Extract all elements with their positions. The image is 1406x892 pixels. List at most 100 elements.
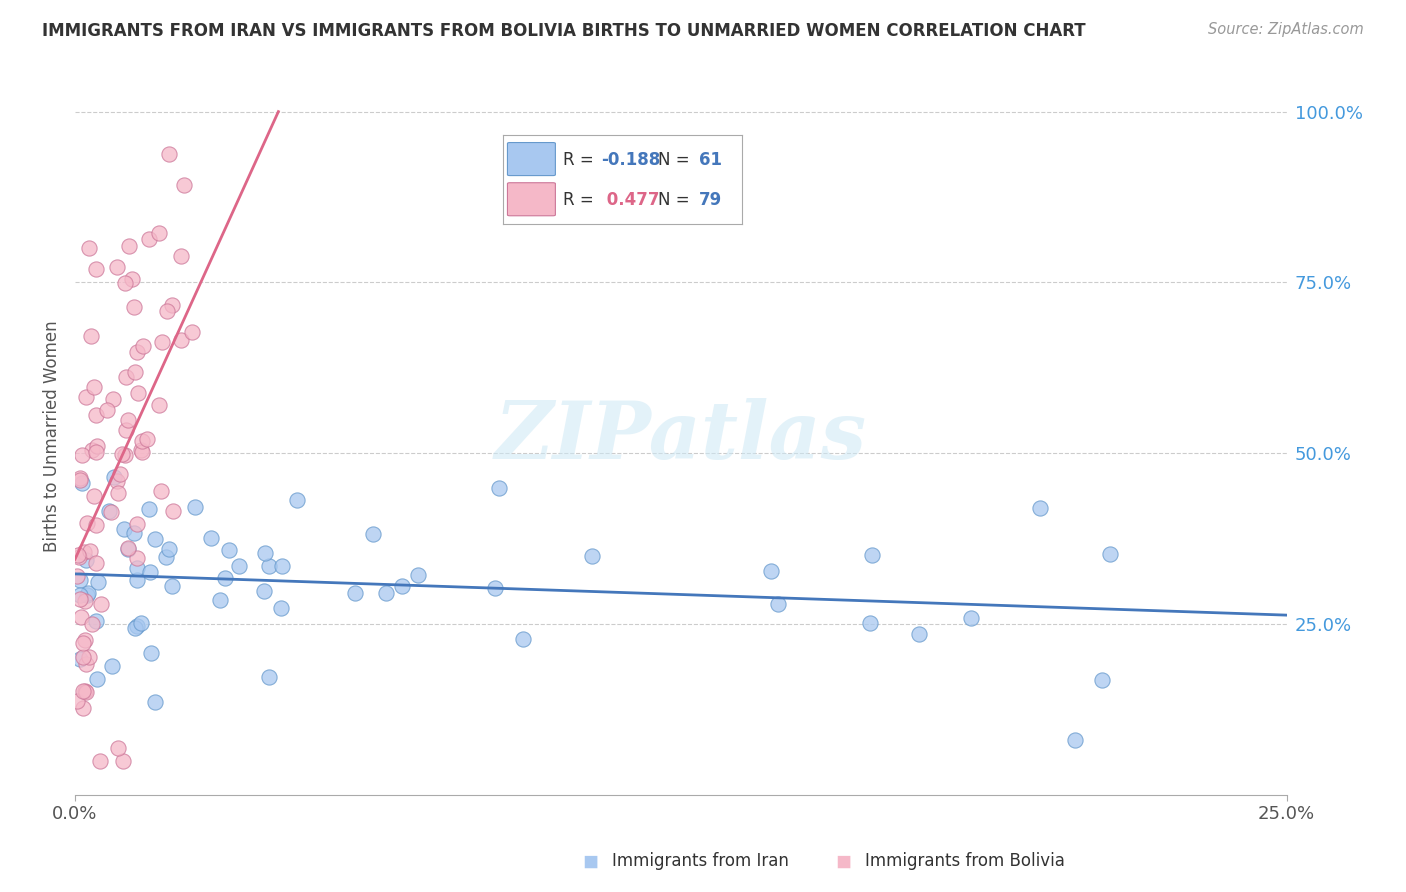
Point — [69, 473, 91, 487]
Point — [209, 593, 232, 607]
Point — [89, 754, 111, 768]
Point — [218, 543, 240, 558]
Point — [138, 232, 160, 246]
Point — [70, 448, 93, 462]
Point — [143, 695, 166, 709]
Point — [80, 442, 103, 457]
Point — [253, 584, 276, 599]
Point — [581, 549, 603, 563]
Text: Immigrants from Bolivia: Immigrants from Bolivia — [865, 852, 1064, 870]
Point — [907, 627, 929, 641]
Point — [132, 339, 155, 353]
Point — [117, 239, 139, 253]
Point — [160, 579, 183, 593]
Point — [259, 669, 281, 683]
Point — [131, 444, 153, 458]
Point — [86, 556, 108, 570]
Point — [66, 568, 89, 582]
Point — [759, 564, 782, 578]
Point — [125, 551, 148, 566]
Point — [150, 334, 173, 349]
Point — [97, 503, 120, 517]
Point — [114, 277, 136, 291]
Point — [170, 333, 193, 347]
Point — [157, 147, 180, 161]
Point — [82, 617, 104, 632]
Point — [162, 504, 184, 518]
Point — [69, 588, 91, 602]
Point — [257, 558, 280, 573]
Text: IMMIGRANTS FROM IRAN VS IMMIGRANTS FROM BOLIVIA BIRTHS TO UNMARRIED WOMEN CORREL: IMMIGRANTS FROM IRAN VS IMMIGRANTS FROM … — [42, 22, 1085, 40]
Point — [122, 525, 145, 540]
Point — [86, 672, 108, 686]
Point — [90, 597, 112, 611]
Text: 0.477: 0.477 — [600, 191, 659, 209]
Point — [115, 370, 138, 384]
Point — [75, 553, 97, 567]
Text: Immigrants from Iran: Immigrants from Iran — [612, 852, 789, 870]
Point — [125, 573, 148, 587]
Point — [79, 544, 101, 558]
Point — [86, 439, 108, 453]
Text: N =: N = — [658, 191, 696, 209]
Y-axis label: Births to Unmarried Women: Births to Unmarried Women — [44, 320, 60, 552]
Point — [214, 570, 236, 584]
Point — [67, 550, 90, 565]
Point — [139, 565, 162, 579]
Point — [1029, 500, 1052, 515]
Point — [375, 586, 398, 600]
Point — [73, 632, 96, 647]
Point — [69, 591, 91, 606]
Text: R =: R = — [562, 151, 599, 169]
Point — [83, 489, 105, 503]
Point — [73, 545, 96, 559]
Point — [75, 657, 97, 671]
Point — [107, 486, 129, 500]
Point — [1098, 547, 1121, 561]
Point — [270, 601, 292, 615]
Text: ◼: ◼ — [835, 851, 852, 871]
Text: ◼: ◼ — [582, 851, 599, 871]
Point — [105, 260, 128, 275]
Point — [107, 475, 129, 489]
Point — [70, 475, 93, 490]
Point — [100, 505, 122, 519]
Text: -0.188: -0.188 — [600, 151, 661, 169]
Point — [766, 597, 789, 611]
FancyBboxPatch shape — [508, 143, 555, 176]
Point — [343, 586, 366, 600]
Point — [125, 561, 148, 575]
Point — [138, 501, 160, 516]
Point — [136, 433, 159, 447]
Text: Source: ZipAtlas.com: Source: ZipAtlas.com — [1208, 22, 1364, 37]
Point — [124, 365, 146, 379]
Point — [285, 492, 308, 507]
Point — [75, 685, 97, 699]
Point — [121, 272, 143, 286]
Point — [84, 408, 107, 422]
FancyBboxPatch shape — [508, 183, 555, 216]
Point — [84, 614, 107, 628]
Point — [858, 615, 880, 630]
Point — [75, 390, 97, 404]
Point — [129, 616, 152, 631]
Text: 79: 79 — [699, 191, 723, 209]
Point — [959, 611, 981, 625]
Point — [66, 548, 89, 562]
Point — [127, 345, 149, 359]
Point — [69, 471, 91, 485]
Point — [148, 398, 170, 412]
Point — [173, 178, 195, 192]
Point — [72, 636, 94, 650]
Point — [79, 241, 101, 255]
Point — [124, 621, 146, 635]
Point — [169, 249, 191, 263]
Point — [271, 558, 294, 573]
Point — [122, 300, 145, 314]
Point — [72, 649, 94, 664]
Point — [96, 403, 118, 417]
Point — [488, 481, 510, 495]
Point — [200, 531, 222, 545]
Point — [111, 447, 134, 461]
Point — [72, 701, 94, 715]
